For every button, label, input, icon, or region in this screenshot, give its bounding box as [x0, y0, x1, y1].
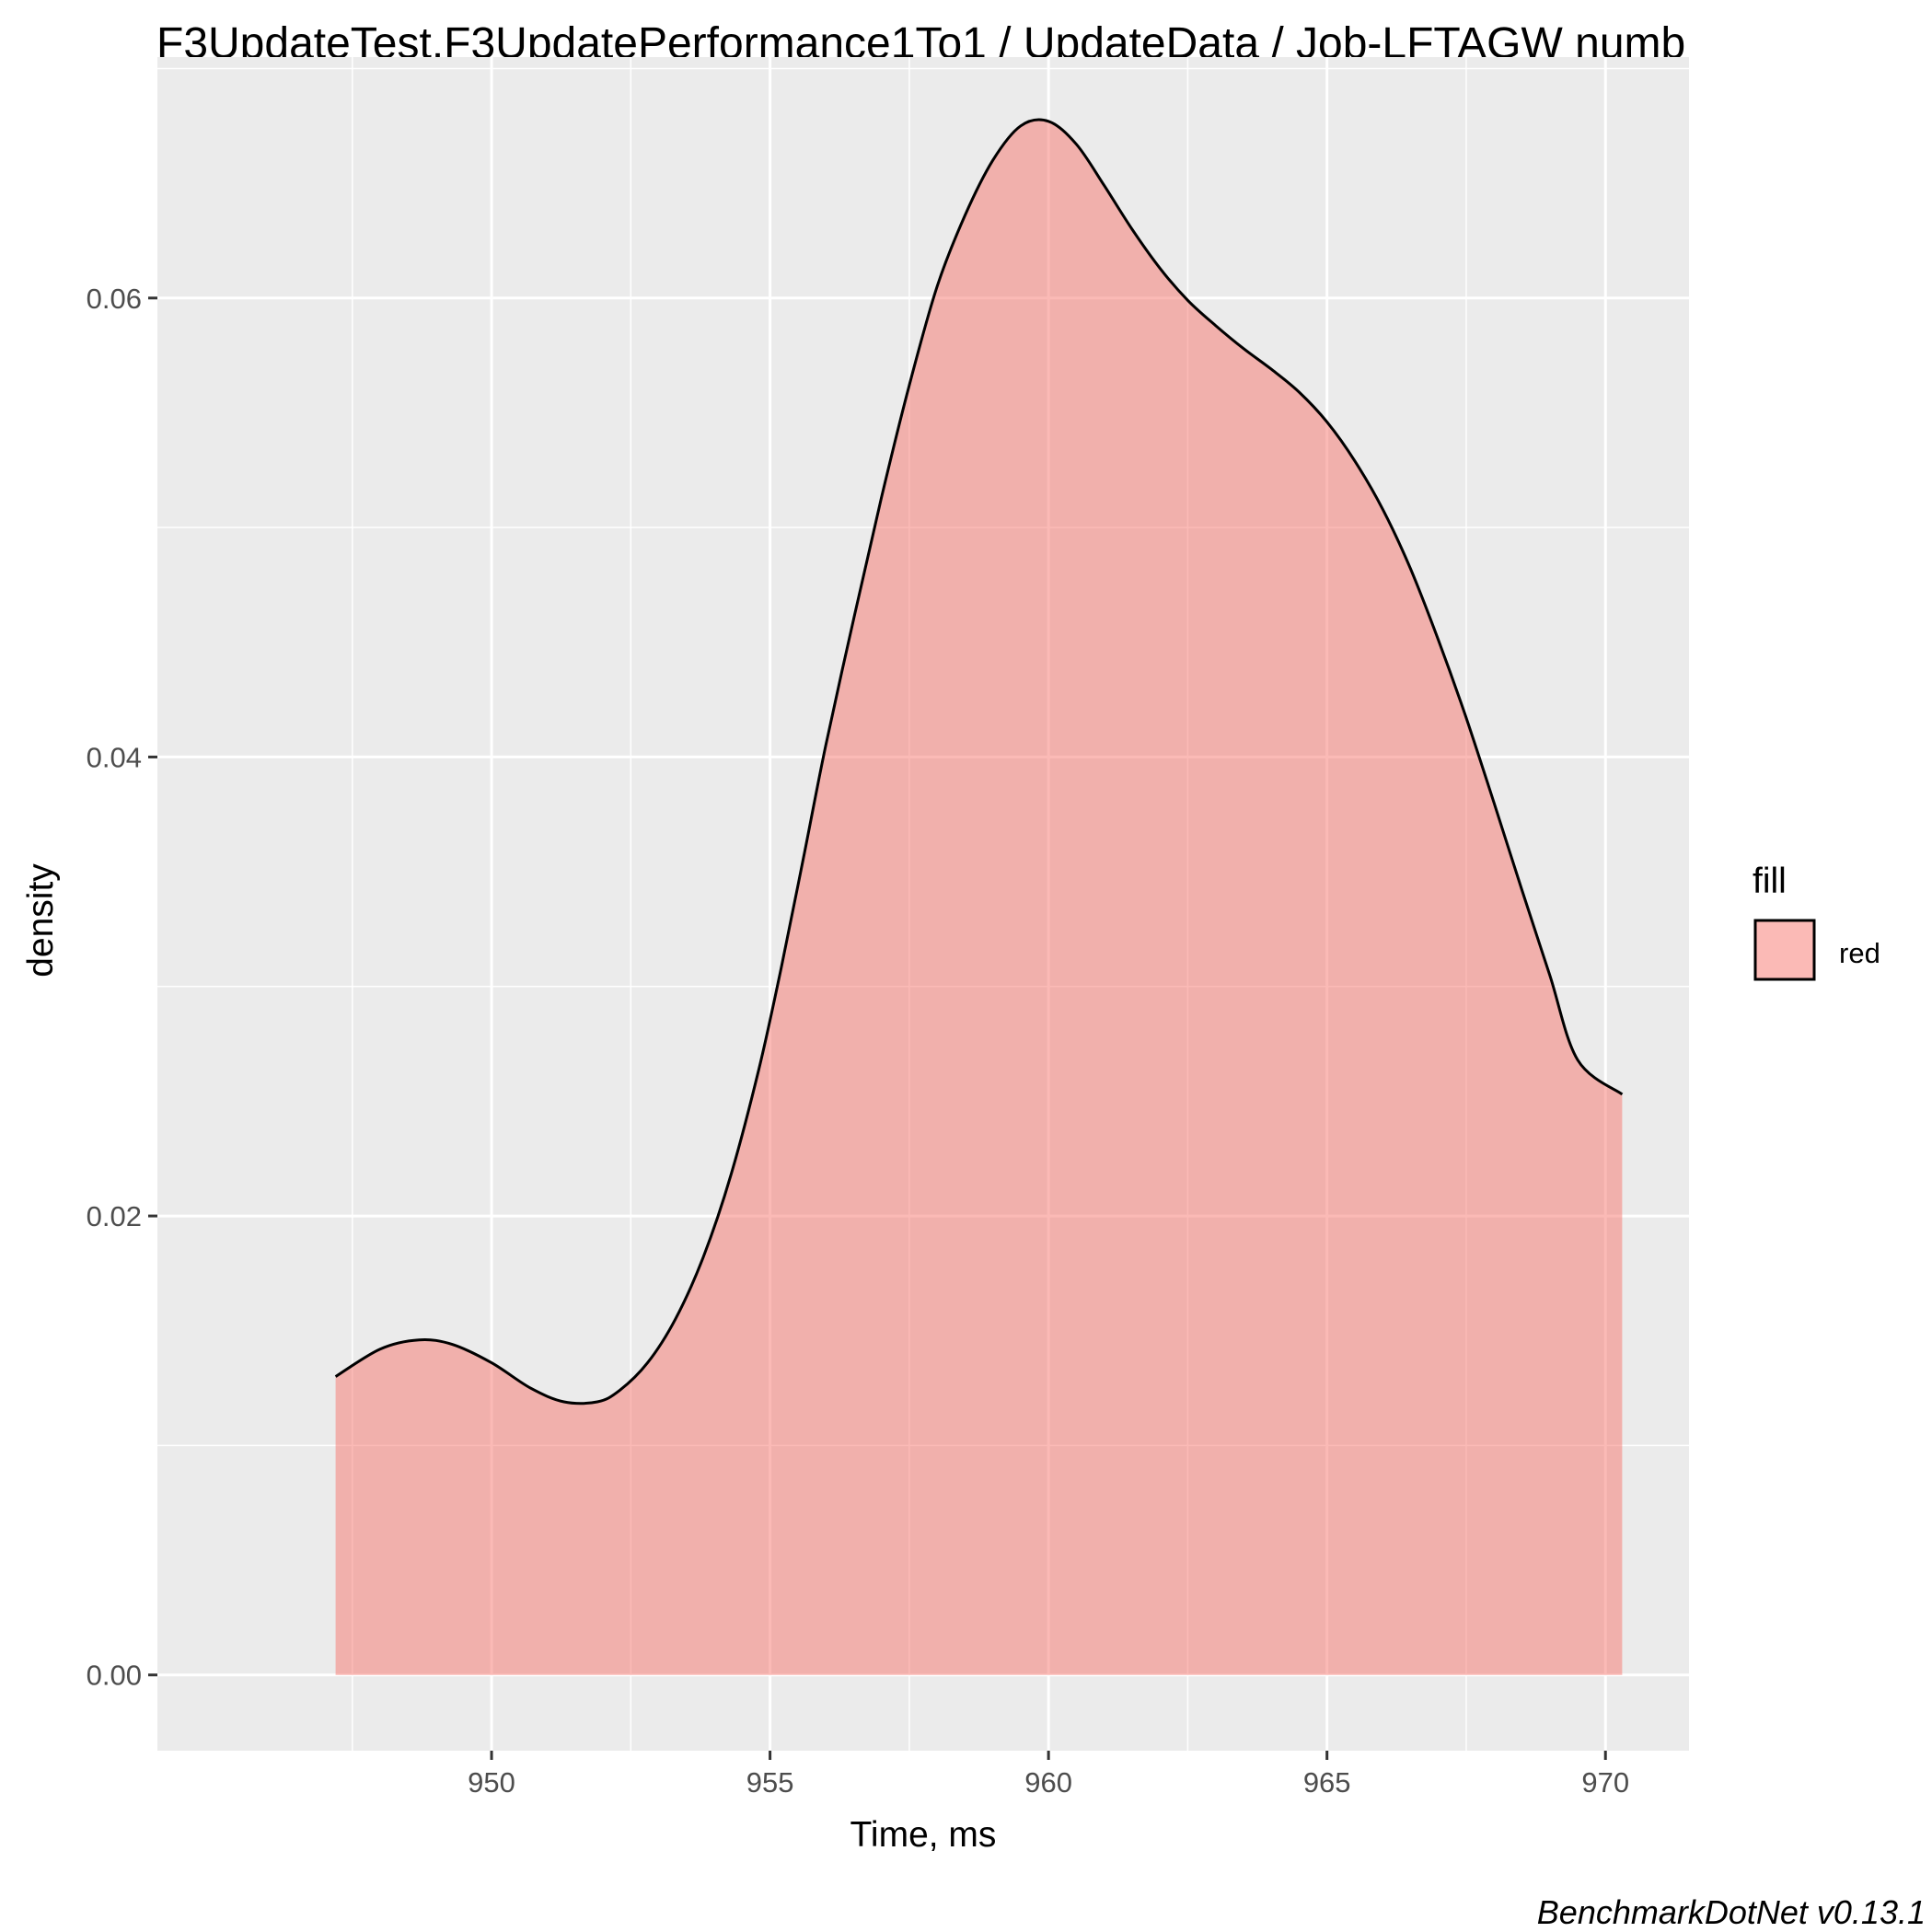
x-axis: 950 955 960 965 970	[468, 1751, 1629, 1799]
legend-label-red: red	[1839, 937, 1880, 969]
x-axis-title: Time, ms	[850, 1815, 997, 1855]
density-area	[334, 118, 1624, 1675]
density-fill	[335, 120, 1623, 1675]
y-tick-label: 0.06	[87, 283, 142, 315]
caption: BenchmarkDotNet v0.13.1	[1537, 1893, 1926, 1931]
y-axis: 0.00 0.02 0.04 0.06	[87, 283, 157, 1692]
x-tick-label: 965	[1303, 1766, 1351, 1799]
legend-key-red	[1753, 919, 1816, 981]
density-line	[334, 118, 1624, 1406]
y-tick-label: 0.04	[87, 741, 142, 773]
y-tick-label: 0.00	[87, 1660, 142, 1692]
x-tick-label: 960	[1024, 1766, 1072, 1799]
y-tick-label: 0.02	[87, 1200, 142, 1232]
legend: fill red	[1753, 862, 1880, 981]
x-tick-label: 950	[468, 1766, 515, 1799]
legend-title: fill	[1753, 862, 1787, 901]
x-tick-label: 955	[746, 1766, 794, 1799]
y-axis-title: density	[21, 863, 61, 978]
x-tick-label: 970	[1581, 1766, 1629, 1799]
